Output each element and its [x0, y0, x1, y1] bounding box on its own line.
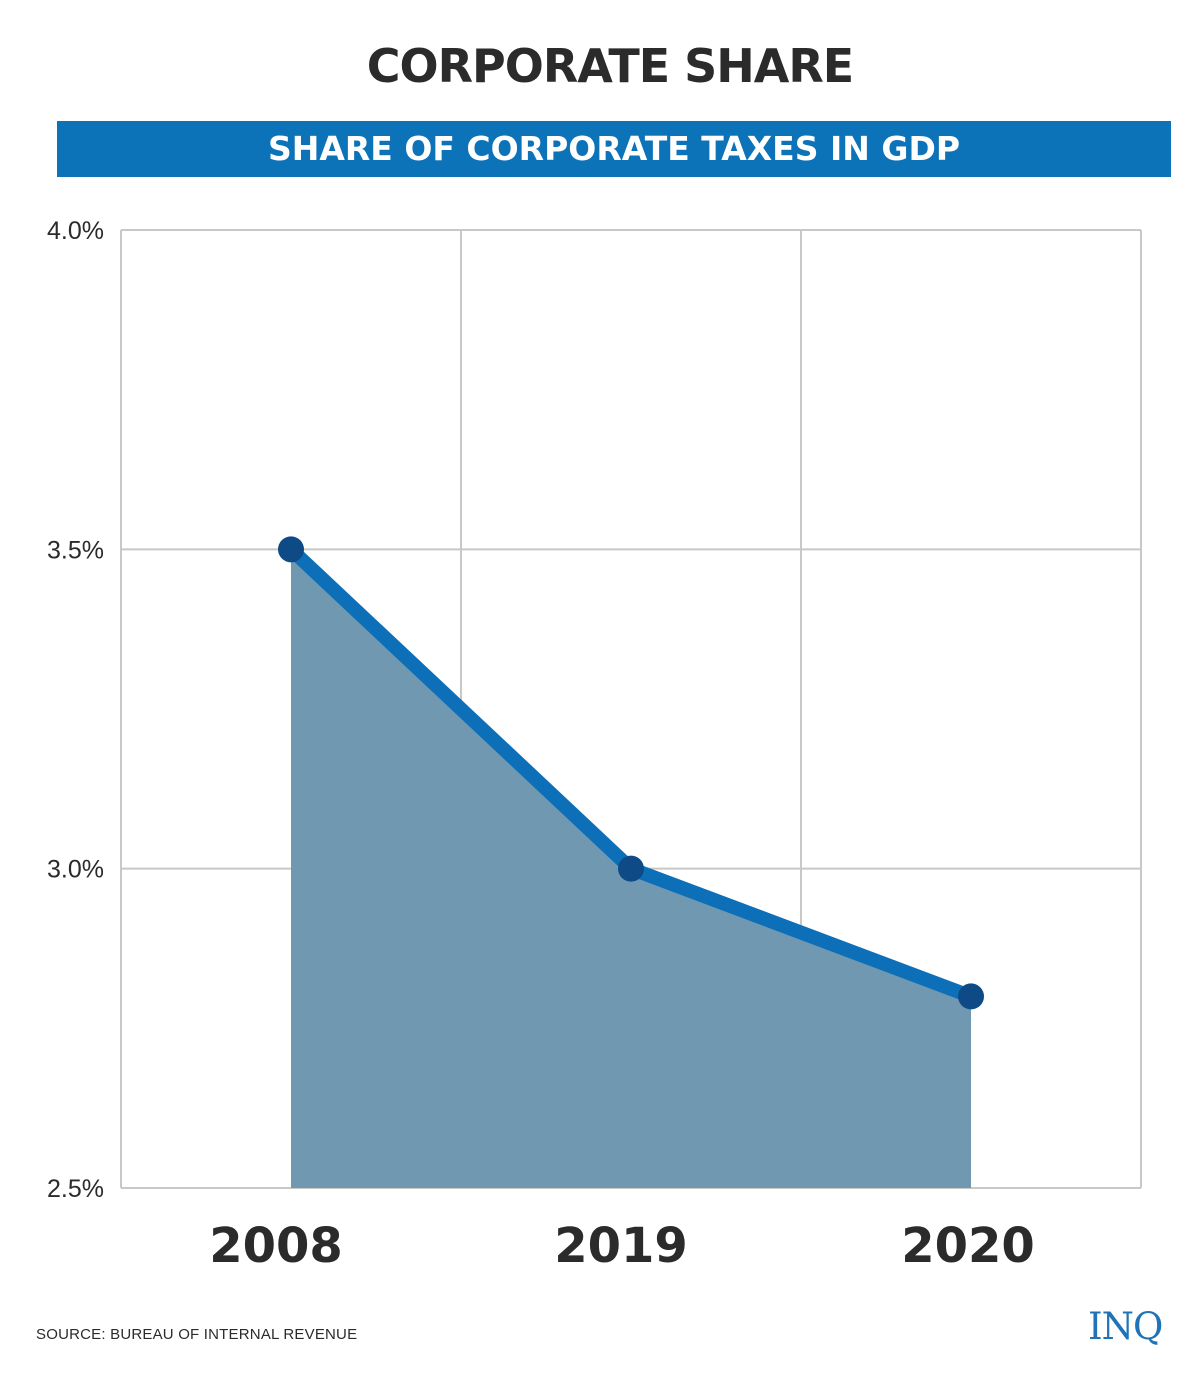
- y-axis: 2.5% 3.0% 3.5% 4.0%: [47, 217, 104, 1203]
- y-tick-label: 2.5%: [47, 1175, 104, 1203]
- data-point-2020: [958, 983, 984, 1010]
- x-axis: 2008 2019 2020: [209, 1218, 1035, 1274]
- x-tick-label: 2020: [901, 1218, 1035, 1274]
- source-note: SOURCE: BUREAU OF INTERNAL REVENUE: [36, 1326, 358, 1343]
- inq-logo: INQ: [1088, 1305, 1163, 1348]
- chart-title: CORPORATE SHARE: [366, 39, 854, 93]
- x-tick-label: 2008: [209, 1218, 343, 1274]
- y-tick-label: 3.5%: [47, 536, 104, 564]
- x-tick-label: 2019: [554, 1218, 688, 1274]
- marker-layer: [278, 536, 984, 1010]
- subtitle-band: SHARE OF CORPORATE TAXES IN GDP: [57, 121, 1171, 177]
- data-point-2008: [278, 536, 304, 563]
- y-tick-label: 3.0%: [47, 856, 104, 884]
- data-point-2019: [618, 855, 644, 882]
- y-tick-label: 4.0%: [47, 217, 104, 245]
- chart-subtitle: SHARE OF CORPORATE TAXES IN GDP: [267, 129, 961, 168]
